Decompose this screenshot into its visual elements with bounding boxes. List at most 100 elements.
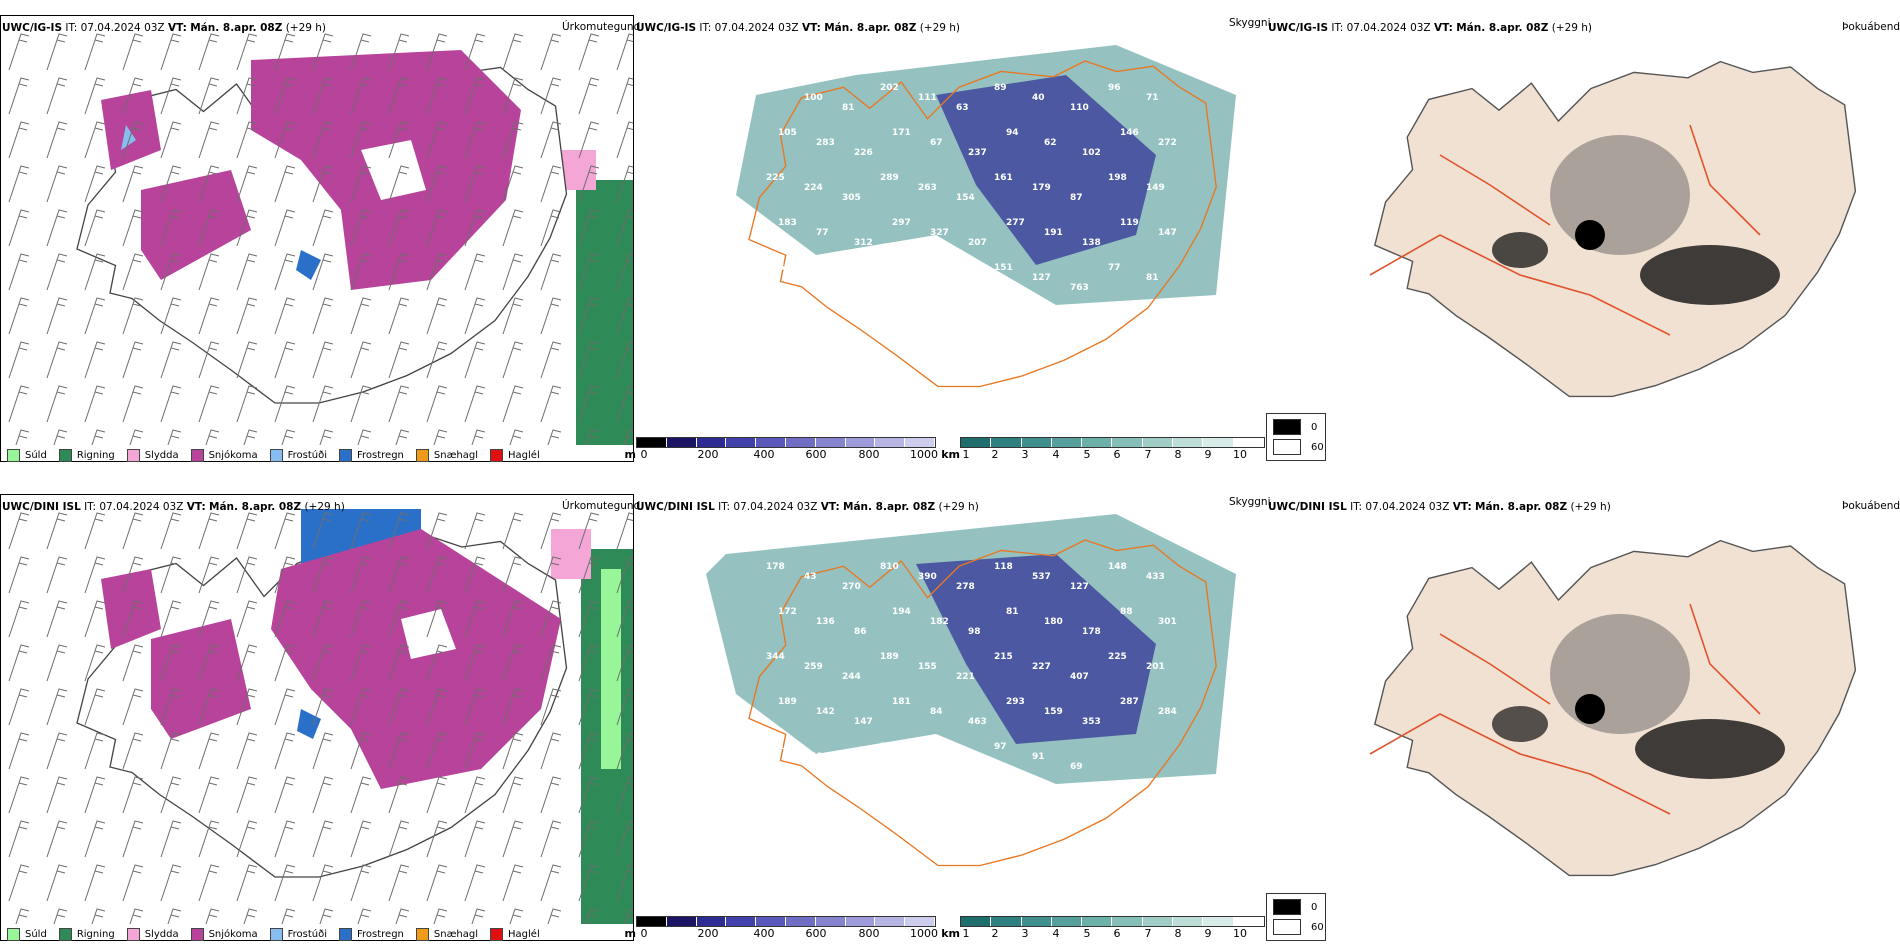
ceiling-value-label: 390 xyxy=(918,572,937,582)
ceiling-value-label: 62 xyxy=(1044,138,1057,148)
visibility-tick: 7 xyxy=(1144,927,1152,940)
it-label: IT: xyxy=(84,501,97,513)
ceiling-value-label: 283 xyxy=(816,138,835,148)
vt-value: Mán. 8.apr. 08Z xyxy=(1456,22,1549,34)
vt-label: VT: xyxy=(820,501,840,513)
visibility-tick: 8 xyxy=(1174,448,1182,461)
ceiling-value-label: 142 xyxy=(816,707,835,717)
model-name: UWC/IG-IS xyxy=(636,22,697,34)
ceiling-value-label: 301 xyxy=(1158,617,1177,627)
visibility-tick: 8 xyxy=(1174,927,1182,940)
ceiling-value-label: 289 xyxy=(880,173,899,183)
ceiling-tick: 200 xyxy=(697,927,719,940)
visibility-ticks: km 1 2 3 4 5 6 7 8 9 10 xyxy=(941,448,1265,462)
ceiling-value-label: 147 xyxy=(854,717,873,727)
ceiling-value-label: 175 xyxy=(766,263,785,273)
legend-item: Rigning xyxy=(58,927,115,941)
ceiling-value-label: 146 xyxy=(1120,128,1139,138)
legend-swatch xyxy=(126,927,140,941)
row1-ceiling-svg: 283 100 81 202 111 63 89 40 110 96 71 105 283 226 171 6… xyxy=(636,35,1270,430)
visibility-tick: 4 xyxy=(1052,927,1060,940)
ceiling-value-label: 287 xyxy=(1120,697,1139,707)
legend-item: Slydda xyxy=(126,448,179,462)
row2-visibility-scale: km 1 2 3 4 5 6 7 8 9 10 xyxy=(941,916,1265,941)
fog-label: 60 xyxy=(1311,441,1324,453)
ceiling-value-label: 69 xyxy=(1070,762,1083,772)
ceiling-value-label: 100 xyxy=(804,93,823,103)
legend-label: Súld xyxy=(25,449,47,461)
legend-swatch xyxy=(339,448,352,462)
row2-fog-map[interactable] xyxy=(1290,514,1900,904)
vt-value: Mán. 8.apr. 08Z xyxy=(824,22,917,34)
ceiling-value-label: 194 xyxy=(892,607,911,617)
legend-swatch xyxy=(7,448,20,462)
row2-fog-title: Þokuábendi xyxy=(1842,500,1900,512)
ceiling-value-label: 463 xyxy=(968,717,987,727)
ceiling-value-label: 71 xyxy=(1146,93,1159,103)
ceiling-value-label: 88 xyxy=(1120,607,1133,617)
it-label: IT: xyxy=(718,501,731,513)
legend-item: Frostregn xyxy=(339,927,404,941)
ceiling-value-label: 272 xyxy=(1158,138,1177,148)
visibility-ticks: km 1 2 3 4 5 6 7 8 9 10 xyxy=(941,927,1265,941)
model-name: UWC/IG-IS xyxy=(1268,22,1329,34)
row1-ceiling-scale: m 0 200 400 600 800 1000 xyxy=(625,437,938,462)
legend-swatch xyxy=(269,448,283,462)
ceiling-value-label: 278 xyxy=(956,582,975,592)
row2-precip-title: Úrkomutegund xyxy=(562,500,641,512)
ceiling-ticks: m 0 200 400 600 800 1000 xyxy=(625,448,938,462)
ceiling-tick: 400 xyxy=(753,448,775,461)
row2-ceiling-scale: m 0 200 400 600 800 1000 xyxy=(625,916,938,941)
legend-item: Frostúði xyxy=(269,448,327,462)
legend-item: Súld xyxy=(7,448,47,462)
vt-label: VT: xyxy=(801,22,821,34)
visibility-tick: 6 xyxy=(1113,927,1121,940)
visibility-tick: 3 xyxy=(1021,448,1029,461)
legend-swatch xyxy=(7,927,20,941)
ceiling-value-label: 215 xyxy=(994,652,1013,662)
ceiling-value-label: 138 xyxy=(1082,238,1101,248)
legend-item: Frostregn xyxy=(339,448,404,462)
fog-label: 0 xyxy=(1311,901,1318,913)
ceiling-value-label: 353 xyxy=(1082,717,1101,727)
ceiling-value-label: 127 xyxy=(1032,273,1051,283)
legend-swatch xyxy=(415,448,429,462)
visibility-unit: km xyxy=(941,448,960,461)
visibility-tick: 10 xyxy=(1233,927,1247,940)
ceiling-value-label: 127 xyxy=(1070,582,1089,592)
row2-precip-panel: Súld Rigning Slydda Snjókoma Frostúði Fr… xyxy=(0,494,634,941)
it-value: 07.04.2024 03Z xyxy=(714,22,799,34)
fog-swatch-0 xyxy=(1273,419,1301,435)
legend-label: Snæhagl xyxy=(433,928,479,940)
ceiling-value-label: 237 xyxy=(968,148,987,158)
ceiling-value-label: 77 xyxy=(816,228,829,238)
legend-label: Rigning xyxy=(76,928,115,940)
ceiling-value-label: 163 xyxy=(880,263,899,273)
ceiling-value-label: 178 xyxy=(1082,627,1101,637)
ceiling-value-label: 224 xyxy=(804,183,823,193)
row1-fog-map[interactable] xyxy=(1290,35,1900,425)
legend-label: Frostregn xyxy=(357,928,404,940)
ceiling-value-label: 154 xyxy=(956,193,975,203)
row1-ceiling-map[interactable]: 283 100 81 202 111 63 89 40 110 96 71 105 283 226 171 6… xyxy=(636,35,1270,430)
legend-label: Rigning xyxy=(76,449,115,461)
row2-precip-legend: Súld Rigning Slydda Snjókoma Frostúði Fr… xyxy=(7,925,540,943)
ceiling-value-label: 91 xyxy=(1032,752,1045,762)
lead-time: (+29 h) xyxy=(285,22,327,34)
it-label: IT: xyxy=(1350,501,1363,513)
it-label: IT: xyxy=(1331,22,1344,34)
ceiling-value-label: 77 xyxy=(1108,263,1121,273)
visibility-tick: 9 xyxy=(1204,927,1212,940)
fog-swatch-0 xyxy=(1273,899,1301,915)
ceiling-value-label: 136 xyxy=(816,617,835,627)
legend-item: Snjókoma xyxy=(190,448,258,462)
ceiling-value-label: 111 xyxy=(918,93,937,103)
row2-ceiling-map[interactable]: 178 43 270 810 390 278 118 537 127 148 433 172 136 86… xyxy=(636,514,1270,909)
legend-item: Slydda xyxy=(126,927,179,941)
row2-precip-map[interactable] xyxy=(1,509,633,924)
ceiling-value-label: 433 xyxy=(1146,572,1165,582)
ceiling-value-label: 89 xyxy=(994,83,1007,93)
row1-precip-map[interactable] xyxy=(1,30,633,445)
ceiling-tick: 0 xyxy=(640,448,648,461)
ceiling-value-label: 170 xyxy=(804,273,823,283)
